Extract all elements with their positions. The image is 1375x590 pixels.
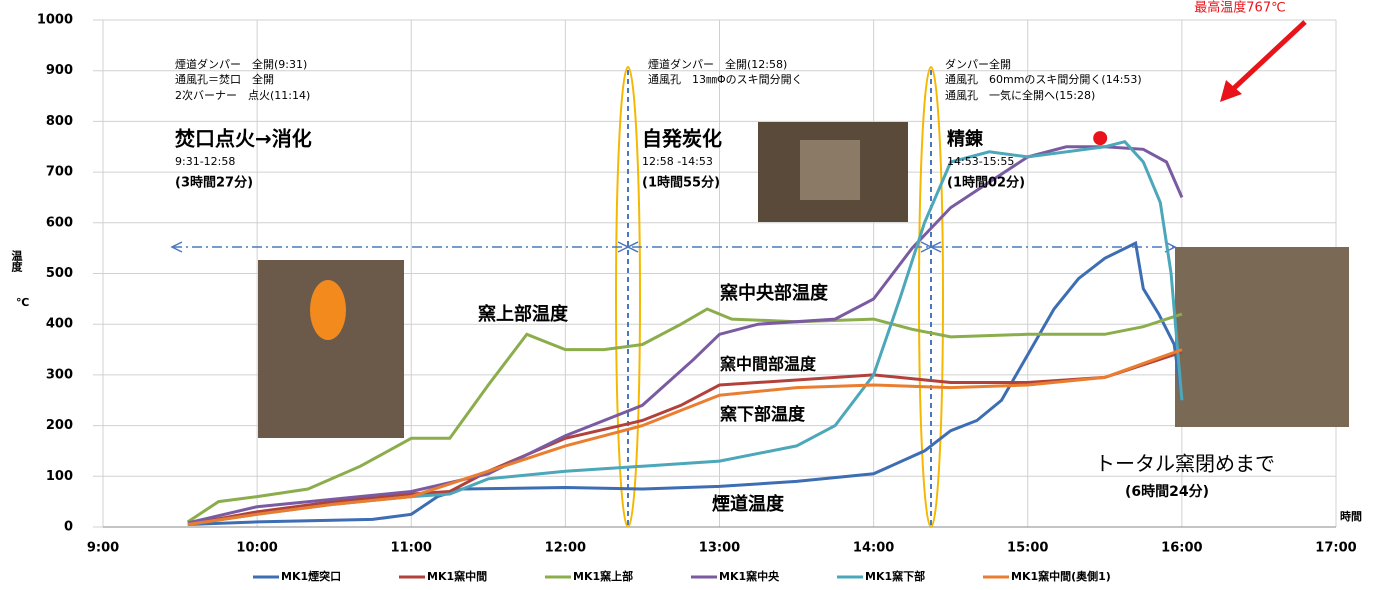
annotation: トータル窯閉めまで — [1095, 452, 1275, 476]
series-line — [187, 350, 1183, 526]
y-tick-label: 700 — [46, 165, 73, 180]
legend-label: MK1窯中央 — [719, 569, 780, 583]
annotation: 煙道ダンパー 全開(9:31) — [175, 57, 307, 71]
annotation: (3時間27分) — [175, 175, 253, 191]
annotation: 2次バーナー 点火(11:14) — [175, 88, 310, 102]
y-axis-label: 温度 — [10, 249, 23, 273]
series-line — [186, 307, 1183, 524]
annotation: 窯上部温度 — [478, 303, 569, 325]
x-tick-label: 9:00 — [87, 541, 119, 556]
annotation: 9:31-12:58 — [175, 155, 235, 168]
x-tick-label: 16:00 — [1161, 541, 1202, 556]
annotation: 窯中央部温度 — [720, 282, 829, 304]
x-tick-label: 13:00 — [699, 541, 740, 556]
series-line — [187, 240, 1184, 526]
phase-ellipse — [918, 66, 944, 528]
annotation: 煙道ダンパー 全開(12:58) — [648, 57, 787, 71]
annotation: (1時間55分) — [642, 175, 720, 191]
annotation: 通風孔 60mmのスキ間分開く(14:53) — [945, 73, 1142, 86]
series-line — [187, 140, 1184, 526]
y-axis-unit: ℃ — [16, 296, 29, 309]
legend-label: MK1煙突口 — [281, 569, 341, 583]
annotation: 14:53-15:55 — [947, 155, 1014, 168]
peak-marker — [1093, 131, 1108, 146]
photo-door-plate — [800, 140, 860, 200]
annotation: ダンパー全開 — [945, 57, 1011, 71]
legend-label: MK1窯中間(奥側1) — [1011, 569, 1111, 583]
annotation: 12:58 -14:53 — [642, 155, 713, 168]
x-tick-label: 11:00 — [391, 541, 432, 556]
y-tick-label: 200 — [46, 418, 73, 433]
y-tick-label: 1000 — [37, 13, 73, 28]
y-tick-label: 300 — [46, 367, 73, 382]
photo-flame — [310, 280, 346, 340]
y-tick-label: 500 — [46, 266, 73, 281]
annotation: 通風孔 13㎜Φのスキ間分開く — [648, 73, 803, 86]
x-tick-label: 14:00 — [853, 541, 894, 556]
y-tick-label: 400 — [46, 317, 73, 332]
legend-label: MK1窯下部 — [865, 569, 925, 583]
annotation: 焚口点火→消化 — [175, 127, 312, 151]
span-arrows — [170, 241, 1177, 253]
peak-arrowhead — [1220, 80, 1242, 102]
annotation: 通風孔 一気に全開へ(15:28) — [945, 88, 1095, 102]
y-tick-label: 0 — [64, 520, 73, 535]
series-line — [187, 145, 1184, 525]
legend-label: MK1窯上部 — [573, 569, 633, 583]
annotation: 窯下部温度 — [720, 404, 806, 425]
peak-label: 最高温度767℃ — [1194, 0, 1285, 16]
annotation: (1時間02分) — [947, 175, 1025, 191]
series-line — [187, 348, 1183, 526]
annotation: 煙道温度 — [712, 493, 785, 515]
legend-label: MK1窯中間 — [427, 569, 487, 583]
y-tick-label: 800 — [46, 114, 73, 129]
annotation: 窯中間部温度 — [720, 355, 817, 374]
annotation: 自発炭化 — [642, 127, 722, 151]
annotation: (6時間24分) — [1125, 483, 1209, 500]
phase-markers — [170, 20, 1307, 528]
y-tick-label: 100 — [46, 469, 73, 484]
photos — [258, 122, 1349, 438]
peak-arrow — [1230, 20, 1307, 92]
x-tick-label: 15:00 — [1007, 541, 1048, 556]
x-tick-label: 10:00 — [236, 541, 277, 556]
phase-ellipse — [615, 66, 641, 528]
annotation: 精錬 — [947, 128, 984, 150]
annotation: 通風孔＝焚口 全開 — [175, 72, 274, 86]
x-tick-label: 17:00 — [1315, 541, 1356, 556]
x-tick-label: 12:00 — [545, 541, 586, 556]
y-tick-label: 600 — [46, 215, 73, 230]
photo-closing — [1175, 247, 1349, 427]
y-tick-label: 900 — [46, 63, 73, 78]
x-axis-label: 時間 — [1340, 509, 1362, 523]
